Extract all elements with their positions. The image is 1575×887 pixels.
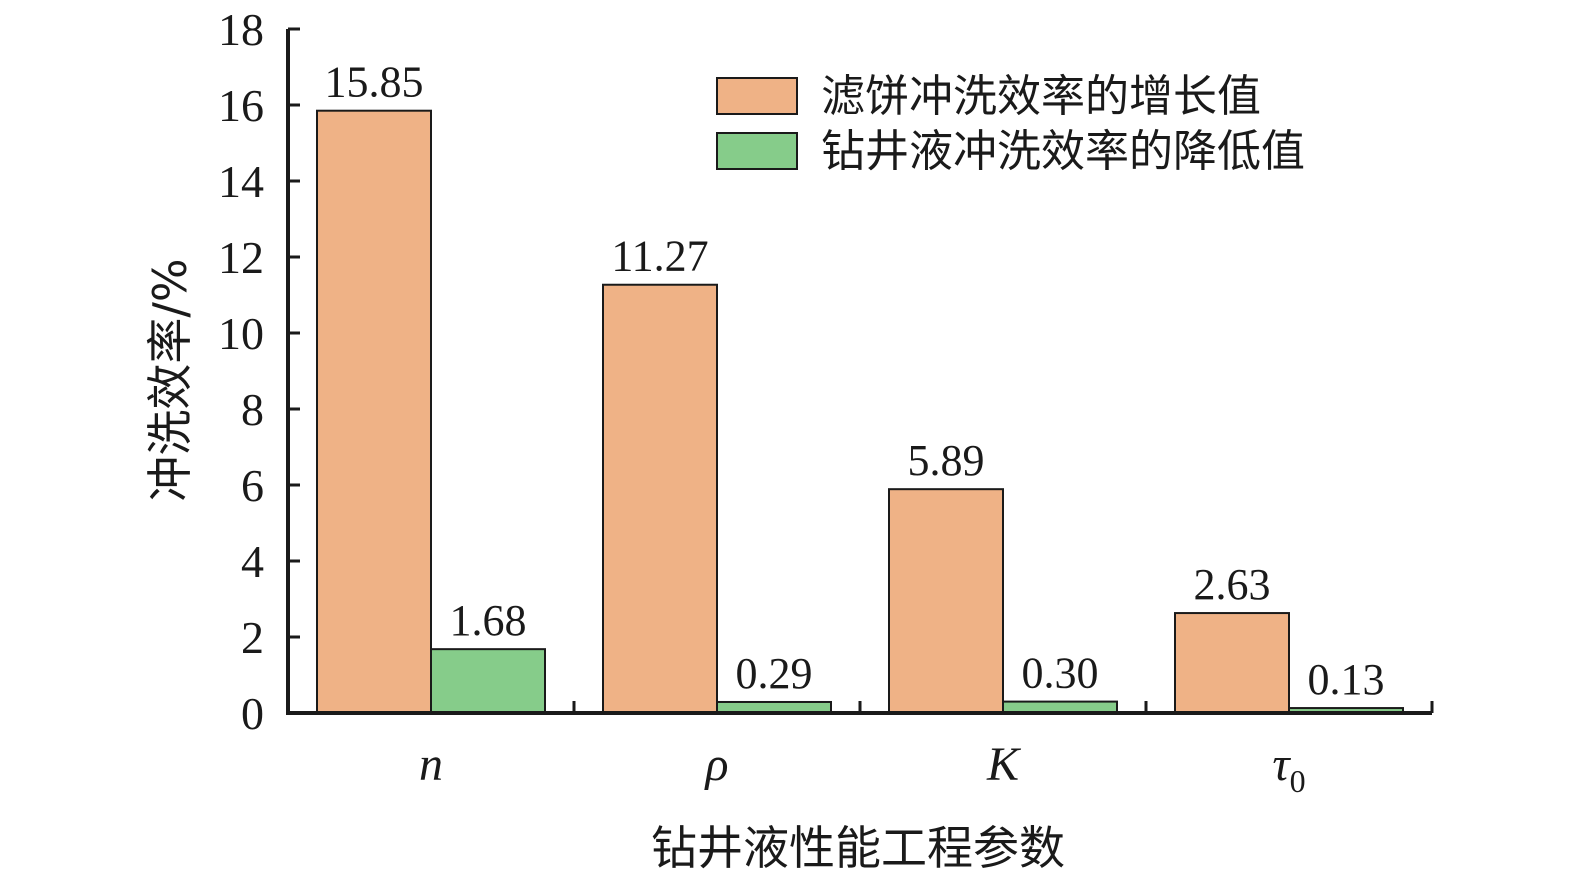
legend-swatch-0 xyxy=(716,77,798,115)
bar-cake-increase-3 xyxy=(1174,612,1290,714)
y-tick-label-4: 4 xyxy=(241,536,264,587)
x-tick-label-0: n xyxy=(419,738,443,791)
data-label-1-1: 0.29 xyxy=(736,649,813,698)
bar-cake-increase-0 xyxy=(316,109,432,714)
x-axis-title: 钻井液性能工程参数 xyxy=(651,821,1065,875)
bar-fluid-decrease-0 xyxy=(430,648,546,714)
data-labels-layer: 15.85 1.68 11.27 0.29 5.89 0.30 2.63 0.13 xyxy=(325,58,1385,704)
y-tick-label-10: 10 xyxy=(218,308,264,359)
y-tick-label-8: 8 xyxy=(241,384,264,435)
data-label-0-1: 11.27 xyxy=(611,232,708,281)
data-label-0-2: 5.89 xyxy=(908,436,985,485)
x-tick-label-3: τ0 xyxy=(1272,738,1305,799)
y-tick-label-2: 2 xyxy=(241,612,264,663)
x-tick-label-1: ρ xyxy=(703,738,728,791)
legend-label-1: 钻井液冲洗效率的降低值 xyxy=(821,126,1305,177)
y-tick-label-14: 14 xyxy=(218,156,264,207)
y-tick-label-12: 12 xyxy=(218,232,264,283)
data-label-1-3: 0.13 xyxy=(1308,655,1385,704)
y-tick-label-18: 18 xyxy=(218,4,264,55)
bars-layer xyxy=(316,109,1404,714)
y-tick-label-16: 16 xyxy=(218,80,264,131)
x-tick-label-2: K xyxy=(986,738,1022,791)
y-axis-title: 冲洗效率/% xyxy=(143,258,197,501)
legend-label-0: 滤饼冲洗效率的增长值 xyxy=(821,71,1261,122)
data-label-0-3: 2.63 xyxy=(1194,560,1271,609)
bar-cake-increase-2 xyxy=(888,488,1004,714)
y-tick-label-6: 6 xyxy=(241,460,264,511)
bar-cake-increase-1 xyxy=(602,283,718,714)
legend-swatch-1 xyxy=(716,132,798,170)
data-label-1-0: 1.68 xyxy=(450,596,527,645)
data-label-1-2: 0.30 xyxy=(1022,649,1099,698)
data-label-0-0: 15.85 xyxy=(325,58,424,107)
y-tick-label-0: 0 xyxy=(241,688,264,739)
